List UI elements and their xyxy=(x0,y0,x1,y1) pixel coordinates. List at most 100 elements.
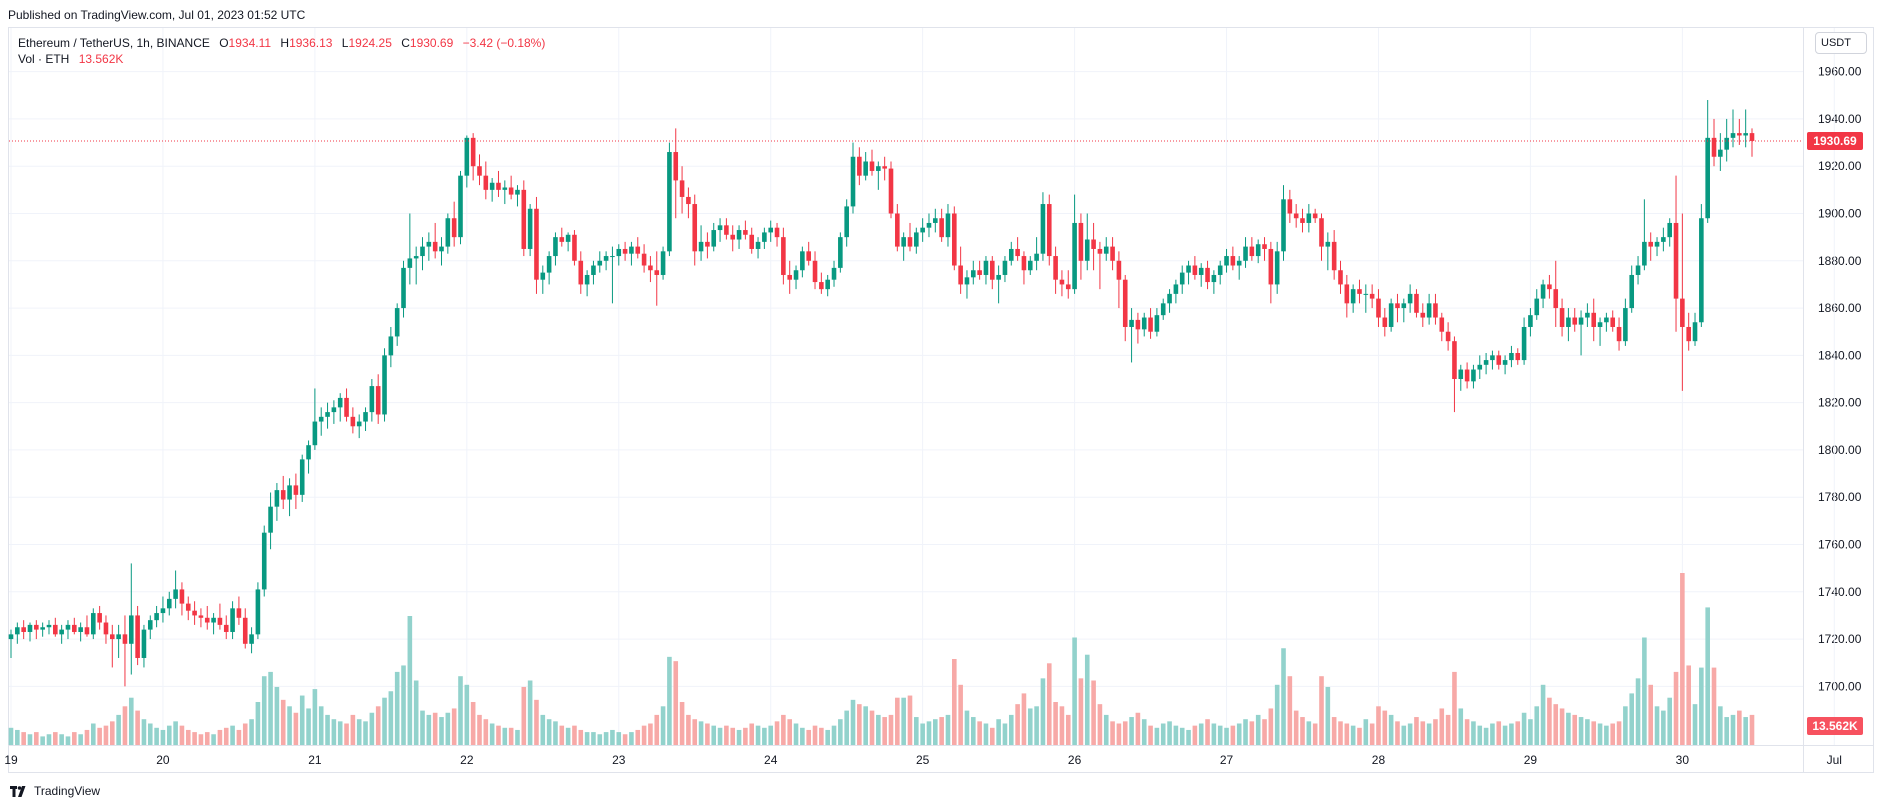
volume-bar xyxy=(1046,663,1052,745)
candle-body xyxy=(1540,284,1546,299)
x-tick-label: 25 xyxy=(916,753,930,767)
volume-bar xyxy=(1186,729,1191,745)
candle-body xyxy=(1255,244,1261,257)
volume-bar xyxy=(1471,721,1476,745)
candle-body xyxy=(1357,289,1362,294)
candle-body xyxy=(464,137,470,176)
volume-bar xyxy=(1053,702,1058,745)
published-caption: Published on TradingView.com, Jul 01, 20… xyxy=(8,8,306,22)
volume-bar xyxy=(1034,706,1039,745)
symbol-label[interactable]: Ethereum / TetherUS, 1h, BINANCE xyxy=(18,36,210,50)
volume-bar xyxy=(1300,717,1305,745)
volume-bar xyxy=(1692,704,1698,745)
candle-body xyxy=(375,386,381,415)
candle-body xyxy=(1547,284,1552,290)
candle-body xyxy=(154,613,159,621)
candle-body xyxy=(660,251,666,275)
candle-body xyxy=(553,237,558,257)
x-tick-label: 28 xyxy=(1372,753,1386,767)
volume-bar xyxy=(800,727,805,745)
volume-bar xyxy=(939,717,944,745)
volume-bar xyxy=(869,710,875,745)
volume-bar xyxy=(242,723,248,745)
volume-bar xyxy=(920,723,925,745)
volume-label[interactable]: Vol · ETH xyxy=(18,52,70,66)
volume-bar xyxy=(1680,573,1685,745)
candle-body xyxy=(527,208,533,249)
candle-body xyxy=(230,608,235,632)
volume-bar xyxy=(838,719,843,745)
candle-body xyxy=(907,237,913,247)
volume-bar xyxy=(1369,723,1375,745)
candle-body xyxy=(1078,222,1084,261)
volume-bar xyxy=(46,734,52,745)
candle-body xyxy=(819,282,824,290)
candle-body xyxy=(1382,317,1388,327)
volume-bar xyxy=(318,706,324,745)
candle-body xyxy=(1027,260,1033,271)
candle-body xyxy=(451,218,457,238)
volume-bar xyxy=(749,723,755,745)
candle-body xyxy=(445,218,451,247)
candle-body xyxy=(901,237,906,247)
volume-bar xyxy=(983,723,989,745)
footer-brand[interactable]: TradingView xyxy=(10,784,100,798)
volume-bar xyxy=(603,732,609,745)
candle-body xyxy=(135,615,140,658)
candle-body xyxy=(91,613,96,635)
candle-body xyxy=(1566,317,1571,327)
volume-bar xyxy=(578,729,584,745)
candle-body xyxy=(1414,293,1419,313)
volume-bar xyxy=(914,717,919,745)
volume-bar xyxy=(496,725,501,745)
candle-body xyxy=(888,168,894,214)
volume-bar xyxy=(901,697,906,745)
y-tick-label: 1780.00 xyxy=(1818,490,1862,504)
volume-bar xyxy=(1540,684,1546,745)
volume-bar xyxy=(458,676,463,745)
volume-bar xyxy=(787,719,793,745)
volume-bar xyxy=(907,695,913,745)
volume-bar xyxy=(160,729,166,745)
volume-bar xyxy=(1021,693,1027,745)
volume-bar xyxy=(1686,665,1691,745)
candle-body xyxy=(223,624,229,632)
volume-bar xyxy=(1433,719,1438,745)
volume-bar xyxy=(1401,725,1407,745)
candle-body xyxy=(198,615,204,618)
volume-bar xyxy=(565,727,571,745)
volume-bar xyxy=(584,732,590,745)
volume-bar xyxy=(426,714,432,745)
candle-body xyxy=(635,246,641,254)
candle-body xyxy=(1604,317,1609,323)
candle-body xyxy=(584,274,590,285)
volume-bar xyxy=(135,710,140,745)
candle-body xyxy=(1407,293,1413,304)
candle-body xyxy=(1730,133,1736,138)
volume-bar xyxy=(1078,678,1084,745)
volume-bar xyxy=(1382,710,1388,745)
volume-bar xyxy=(1230,725,1236,745)
candle-body xyxy=(616,248,622,257)
candle-body xyxy=(1097,248,1103,254)
candle-body xyxy=(128,615,134,644)
candle-body xyxy=(970,270,976,278)
candle-body xyxy=(8,634,14,640)
candle-body xyxy=(1521,326,1527,361)
candle-body xyxy=(502,187,508,190)
candle-body xyxy=(1192,265,1198,275)
candle-body xyxy=(109,634,115,640)
candle-body xyxy=(762,232,767,242)
volume-bar xyxy=(610,729,615,745)
volume-bar xyxy=(299,695,305,745)
volume-bar xyxy=(888,714,894,745)
currency-button[interactable]: USDT xyxy=(1815,32,1867,54)
candle-body xyxy=(97,613,102,623)
candle-body xyxy=(1274,251,1280,285)
volume-bar xyxy=(439,717,444,745)
candle-body xyxy=(641,253,647,266)
volume-bar xyxy=(730,727,736,745)
volume-bar xyxy=(540,714,546,745)
candle-body xyxy=(755,241,761,249)
